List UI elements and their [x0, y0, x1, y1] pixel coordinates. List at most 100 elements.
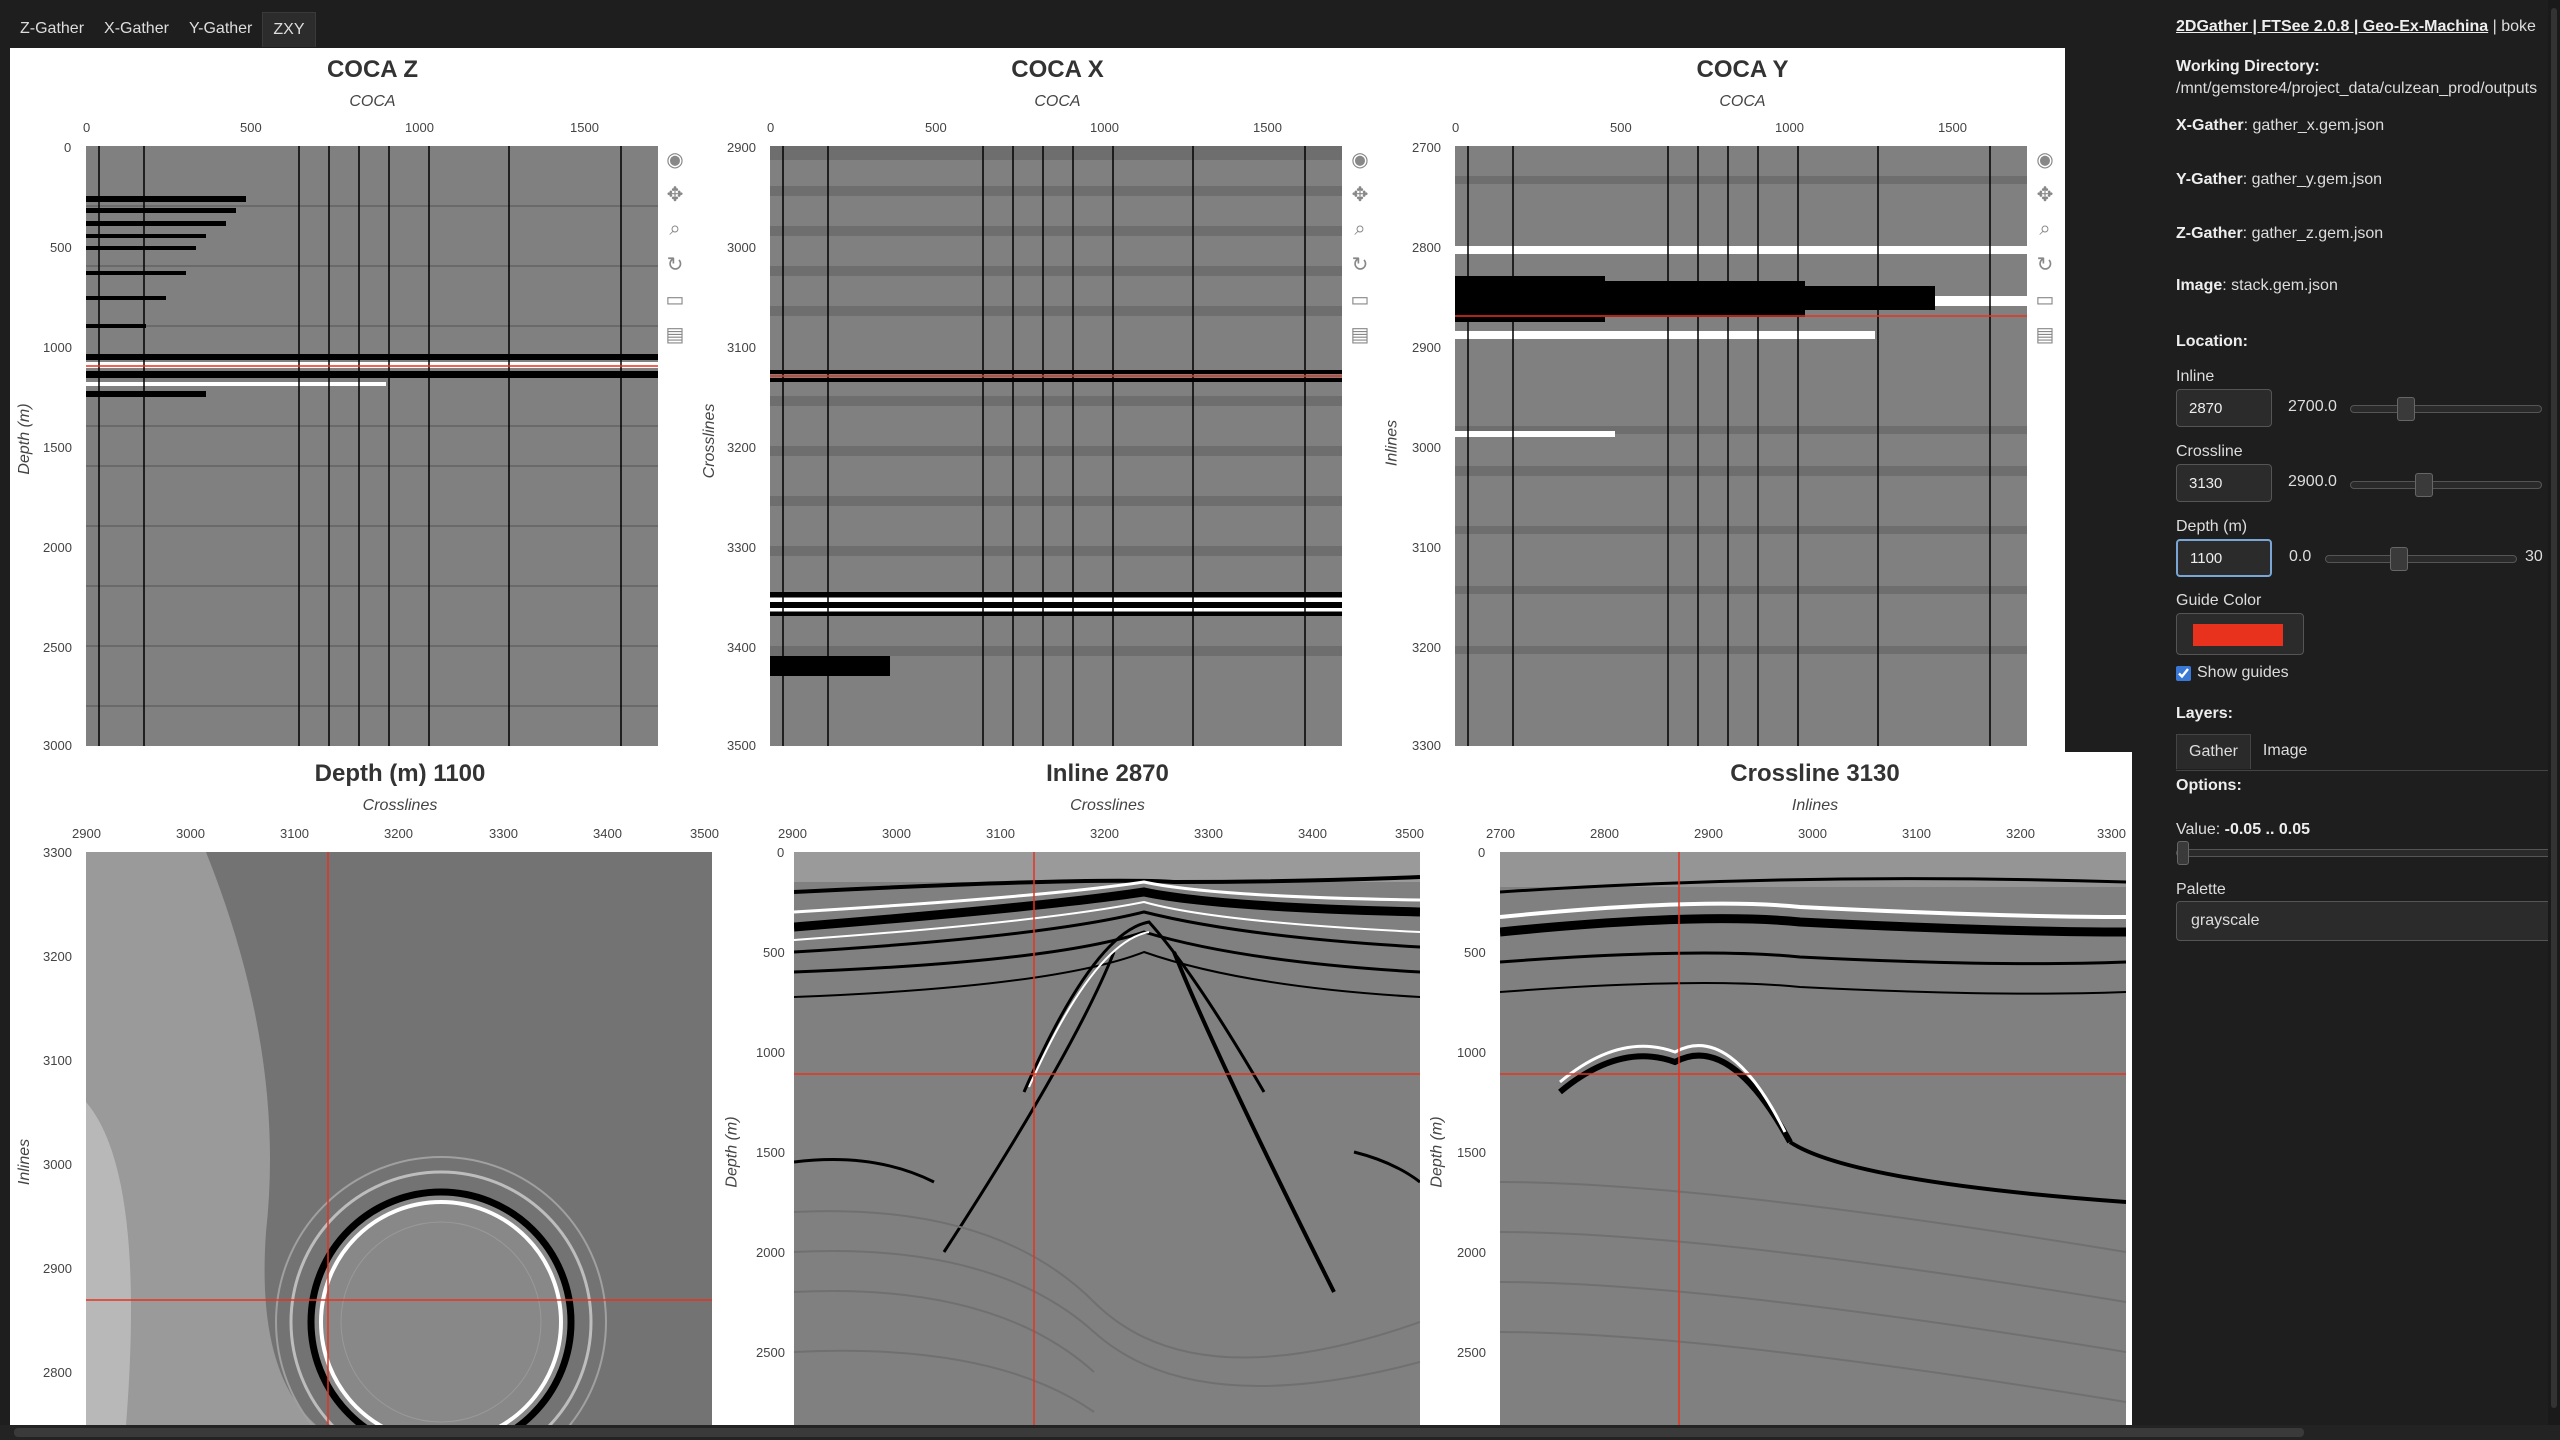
crossline-slider-value: 2900.0 — [2288, 473, 2337, 490]
x-tick: 3300 — [1194, 826, 1223, 841]
show-guides-checkbox[interactable] — [2176, 665, 2191, 681]
y-tick: 3200 — [727, 440, 756, 455]
box-zoom-icon[interactable]: ⌕ — [1354, 217, 1366, 240]
y-tick: 2500 — [43, 640, 72, 655]
inline-input[interactable] — [2176, 389, 2272, 427]
x-tick: 3200 — [384, 826, 413, 841]
value-range-handle[interactable] — [2177, 841, 2189, 865]
panel-subtitle: Crosslines — [1070, 797, 1145, 814]
tab-y-gather[interactable]: Y-Gather — [188, 20, 253, 37]
x-tick: 2700 — [1486, 826, 1515, 841]
crossline-input[interactable] — [2176, 464, 2272, 502]
palette-select[interactable]: grayscale ▾ — [2176, 901, 2560, 941]
inline-slider-value: 2700.0 — [2288, 398, 2337, 415]
control-sidebar: 2DGather | FTSee 2.0.8 | Geo-Ex-Machina … — [2132, 0, 2560, 1425]
reset-icon[interactable]: ↻ — [2036, 253, 2054, 276]
x-tick: 0 — [83, 120, 91, 135]
x-tick: 1500 — [570, 120, 599, 135]
pan-icon[interactable]: ✥ — [2036, 183, 2054, 206]
x-tick: 500 — [240, 120, 262, 135]
plot-toolbar: ◉ ✥ ⌕ ↻ ▭ ▤ — [2030, 140, 2064, 354]
sidebar-scrollbar[interactable] — [2548, 0, 2560, 1425]
app-title-extra: | boke — [2488, 18, 2536, 35]
x-tick: 3000 — [882, 826, 911, 841]
crossline-section-plot[interactable] — [1500, 852, 2126, 1425]
layer-tabs: Gather Image — [2176, 734, 2319, 769]
x-tick: 1000 — [405, 120, 434, 135]
box-zoom-icon[interactable]: ⌕ — [2039, 217, 2051, 240]
y-tick: 1000 — [756, 1045, 785, 1060]
coca-y-plot[interactable] — [1455, 146, 2027, 746]
z-gather-file: Z-Gather: gather_z.gem.json — [2176, 225, 2384, 242]
tab-x-gather[interactable]: X-Gather — [104, 20, 169, 37]
x-tick: 3100 — [986, 826, 1015, 841]
y-tick: 3100 — [43, 1053, 72, 1068]
panel-subtitle: Inlines — [1791, 797, 1839, 814]
reset-icon[interactable]: ↻ — [1351, 253, 1369, 276]
save-icon[interactable]: ▭ — [1350, 288, 1370, 311]
guide-color-picker[interactable] — [2176, 613, 2304, 655]
value-range-label: Value: -0.05 .. 0.05 — [2176, 821, 2311, 838]
value-range-slider[interactable] — [2176, 841, 2560, 865]
depth-slider-handle[interactable] — [2390, 547, 2408, 571]
y-tick: 2000 — [43, 540, 72, 555]
inline-section-plot[interactable] — [794, 852, 1420, 1425]
depth-label: Depth (m) — [2176, 518, 2248, 535]
pan-icon[interactable]: ✥ — [666, 183, 684, 206]
y-tick: 3000 — [727, 240, 756, 255]
depth-input[interactable] — [2176, 539, 2272, 577]
y-tick: 3500 — [727, 738, 756, 753]
panel-subtitle: COCA — [1719, 93, 1766, 110]
inline-slider-handle[interactable] — [2397, 397, 2415, 421]
panel-title: Inline 2870 — [1046, 760, 1169, 787]
hover-icon[interactable]: ▤ — [2035, 323, 2055, 346]
x-tick: 3000 — [176, 826, 205, 841]
coca-z-plot[interactable] — [86, 146, 658, 746]
y-axis-label: Depth (m) — [16, 403, 33, 475]
save-icon[interactable]: ▭ — [2035, 288, 2055, 311]
y-tick: 500 — [50, 240, 72, 255]
depth-slider[interactable] — [2325, 547, 2517, 571]
reset-icon[interactable]: ↻ — [666, 253, 684, 276]
y-tick: 3200 — [1412, 640, 1441, 655]
hover-icon[interactable]: ▤ — [665, 323, 685, 346]
y-tick: 3300 — [43, 845, 72, 860]
y-tick: 0 — [1478, 845, 1486, 860]
palette-label: Palette — [2176, 881, 2226, 898]
pan-icon[interactable]: ✥ — [1351, 183, 1369, 206]
y-tick: 3300 — [727, 540, 756, 555]
tab-z-gather[interactable]: Z-Gather — [20, 20, 85, 37]
x-tick: 1500 — [1253, 120, 1282, 135]
color-wheel-icon[interactable]: ◉ — [1351, 148, 1369, 171]
inline-slider[interactable] — [2350, 397, 2542, 421]
depth-slice-plot[interactable] — [86, 852, 712, 1425]
inline-label: Inline — [2176, 368, 2215, 385]
box-zoom-icon[interactable]: ⌕ — [669, 217, 681, 240]
coca-x-plot[interactable] — [770, 146, 1342, 746]
save-icon[interactable]: ▭ — [665, 288, 685, 311]
color-wheel-icon[interactable]: ◉ — [666, 148, 684, 171]
hover-icon[interactable]: ▤ — [1350, 323, 1370, 346]
y-tick: 1500 — [756, 1145, 785, 1160]
panel-title: Crossline 3130 — [1730, 760, 1900, 787]
x-tick: 3100 — [280, 826, 309, 841]
y-tick: 2900 — [727, 140, 756, 155]
layer-tab-image[interactable]: Image — [2262, 742, 2308, 759]
app-title: 2DGather | FTSee 2.0.8 | Geo-Ex-Machina — [2176, 18, 2489, 35]
x-tick: 2900 — [778, 826, 807, 841]
layer-tab-gather[interactable]: Gather — [2176, 734, 2251, 769]
horizontal-scrollbar-thumb[interactable] — [14, 1428, 2304, 1437]
working-dir-label: Working Directory: — [2176, 58, 2320, 75]
y-axis-label: Inlines — [16, 1138, 33, 1186]
horizontal-scrollbar[interactable] — [0, 1425, 2560, 1440]
show-guides-label: Show guides — [2197, 664, 2289, 681]
tab-zxy[interactable]: ZXY — [262, 12, 316, 47]
color-wheel-icon[interactable]: ◉ — [2036, 148, 2054, 171]
sidebar-scrollbar-thumb[interactable] — [2551, 8, 2557, 1408]
location-label: Location: — [2176, 333, 2248, 350]
crossline-slider[interactable] — [2350, 473, 2542, 497]
y-axis-label: Depth (m) — [1428, 1116, 1446, 1188]
crossline-slider-handle[interactable] — [2415, 473, 2433, 497]
depth-slider-min: 0.0 — [2289, 548, 2312, 565]
y-tick: 2500 — [756, 1345, 785, 1360]
